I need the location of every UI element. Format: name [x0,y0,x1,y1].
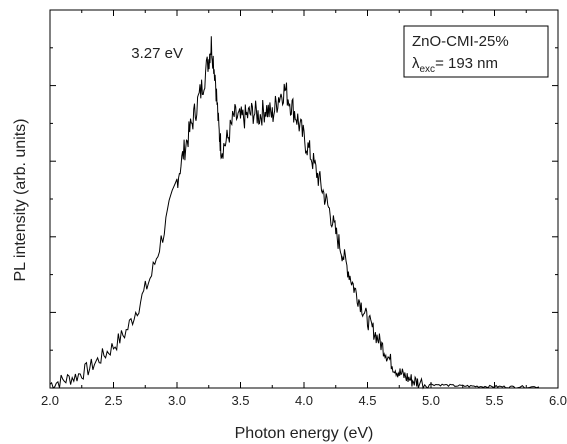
legend-excitation-label: λexc= 193 nm [412,55,498,75]
pl-intensity-line [49,36,540,390]
x-tick-label: 3.0 [168,393,186,408]
x-axis-tick-labels: 2.0 2.5 3.0 3.5 4.0 4.5 5.0 5.5 6.0 [41,393,567,408]
x-tick-label: 4.5 [358,393,376,408]
x-tick-label: 2.0 [41,393,59,408]
x-tick-label: 5.0 [422,393,440,408]
x-axis-label: Photon energy (eV) [235,425,374,442]
x-tick-label: 6.0 [549,393,567,408]
peak-annotation: 3.27 eV [131,45,183,62]
x-axis-ticks [49,10,559,388]
legend-wavelength-value: = 193 nm [435,55,498,72]
y-axis-label: PL intensity (arb. units) [12,118,29,281]
legend-subscript: exc [420,64,436,75]
x-tick-label: 4.0 [295,393,313,408]
legend-lambda-symbol: λ [412,55,420,72]
x-tick-label: 5.5 [485,393,503,408]
legend-box [403,25,549,78]
x-tick-label: 3.5 [231,393,249,408]
x-tick-label: 2.5 [104,393,122,408]
y-axis-ticks [50,9,558,389]
legend: ZnO-CMI-25% λexc= 193 nm [403,25,549,78]
legend-sample-label: ZnO-CMI-25% [412,33,509,50]
